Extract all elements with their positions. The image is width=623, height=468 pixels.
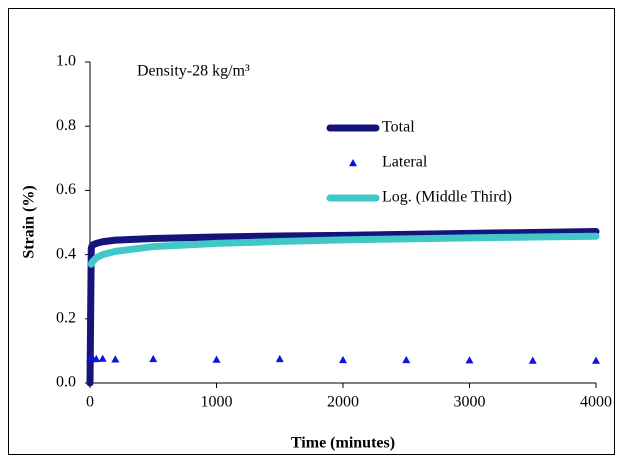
marker — [465, 356, 474, 364]
x-tick-label: 2000 — [327, 394, 359, 411]
x-tick-label: 1000 — [201, 394, 233, 411]
y-tick-label: 0.8 — [56, 117, 76, 134]
marker — [275, 354, 284, 363]
series-line — [86, 227, 600, 387]
legend-label: Lateral — [382, 154, 428, 171]
y-tick-label: 1.0 — [56, 53, 76, 70]
marker — [339, 355, 347, 364]
x-axis-title: Time (minutes) — [291, 435, 395, 452]
y-tick-label: 0.0 — [56, 374, 76, 391]
legend-symbol — [349, 159, 357, 167]
annotation: Density-28 kg/m³ — [137, 63, 250, 80]
legend-label: Total — [382, 119, 415, 136]
marker — [212, 355, 221, 363]
marker — [111, 355, 120, 363]
marker — [92, 354, 101, 363]
marker — [592, 356, 600, 364]
marker — [402, 355, 411, 364]
series-line — [87, 232, 600, 268]
x-tick-label: 4000 — [580, 394, 612, 411]
marker — [149, 354, 158, 363]
y-axis-title: Strain (%) — [21, 185, 38, 258]
legend-label: Log. (Middle Third) — [382, 189, 512, 206]
y-tick-label: 0.2 — [56, 309, 76, 326]
x-tick-label: 0 — [86, 394, 94, 411]
y-tick-label: 0.6 — [56, 181, 76, 198]
y-tick-label: 0.4 — [56, 245, 76, 262]
marker — [98, 354, 107, 362]
marker — [528, 356, 537, 364]
x-tick-label: 3000 — [454, 394, 486, 411]
